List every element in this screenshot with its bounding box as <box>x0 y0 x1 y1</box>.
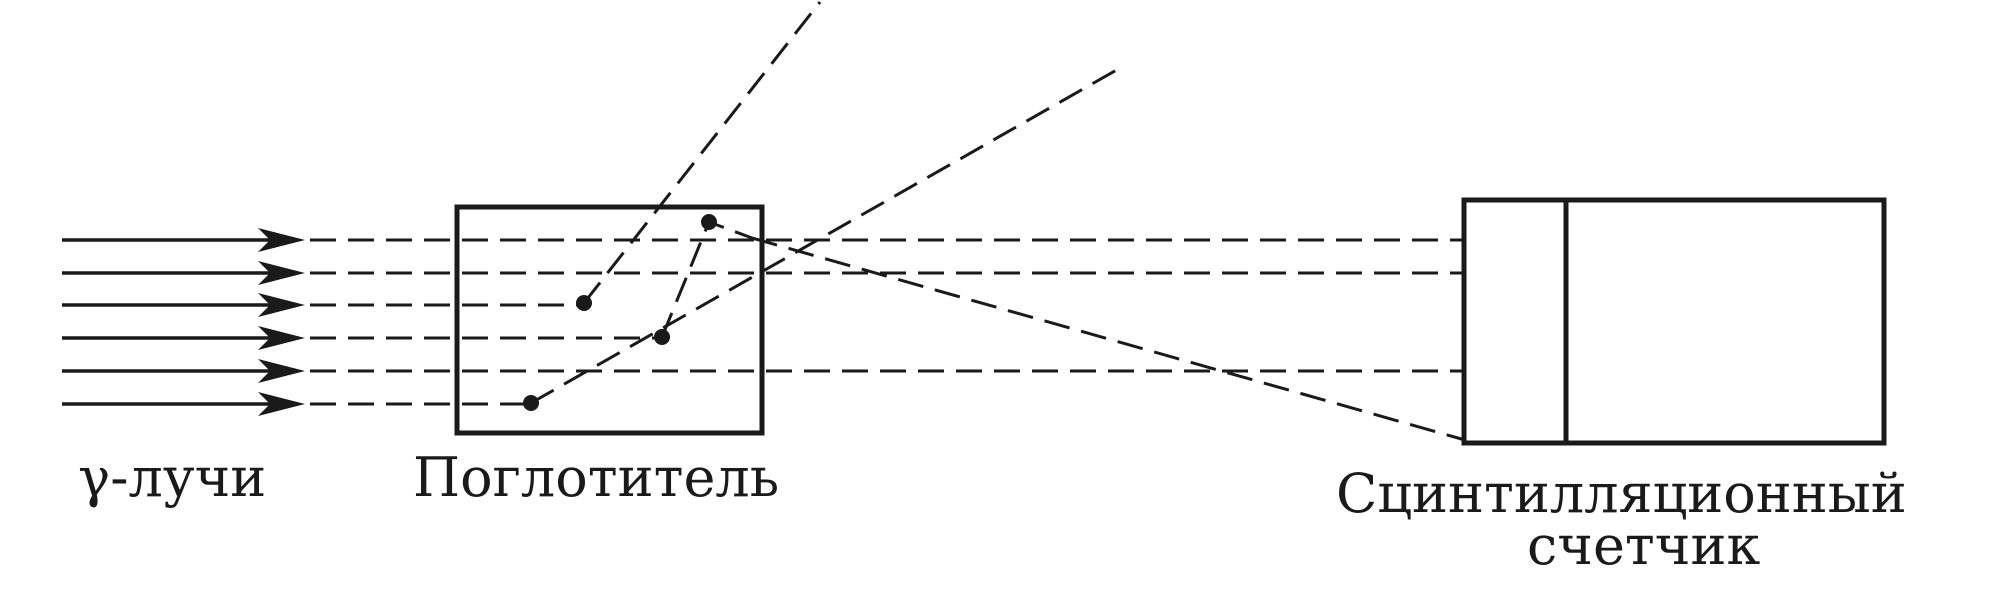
arrow-head-icon <box>258 293 305 317</box>
arrow-head-icon <box>258 261 305 285</box>
gamma-rays-label: γ-лучи <box>78 446 266 509</box>
gamma-ray-4 <box>62 326 305 350</box>
gamma-ray-6 <box>62 392 305 416</box>
scattered-tracks <box>530 1 1466 442</box>
detector-label-line1: Сцинтилляционный <box>1336 462 1907 525</box>
detector-box <box>1461 197 1887 446</box>
scatter-track-d <box>751 236 1466 442</box>
scatter-track-b <box>530 66 1121 405</box>
arrow-head-icon <box>258 228 305 252</box>
gamma-ray-2 <box>62 261 305 285</box>
incoming-gamma-rays <box>62 228 305 416</box>
scintillation-counter <box>1461 197 1887 446</box>
gamma-ray-3 <box>62 293 305 317</box>
arrow-head-icon <box>258 392 305 416</box>
arrow-head-icon <box>258 326 305 350</box>
scatter-track-a <box>582 1 822 304</box>
detector-label-line2: счетчик <box>1527 514 1760 577</box>
interaction-point <box>701 214 717 230</box>
beam-paths <box>310 238 1464 406</box>
interaction-point <box>654 329 670 345</box>
absorber-label: Поглотитель <box>413 446 779 509</box>
interaction-point <box>576 295 592 311</box>
gamma-ray-5 <box>62 359 305 383</box>
interaction-points <box>523 214 717 411</box>
arrow-head-icon <box>258 359 305 383</box>
gamma-ray-1 <box>62 228 305 252</box>
absorber-box <box>454 204 765 436</box>
interaction-point <box>523 395 539 411</box>
